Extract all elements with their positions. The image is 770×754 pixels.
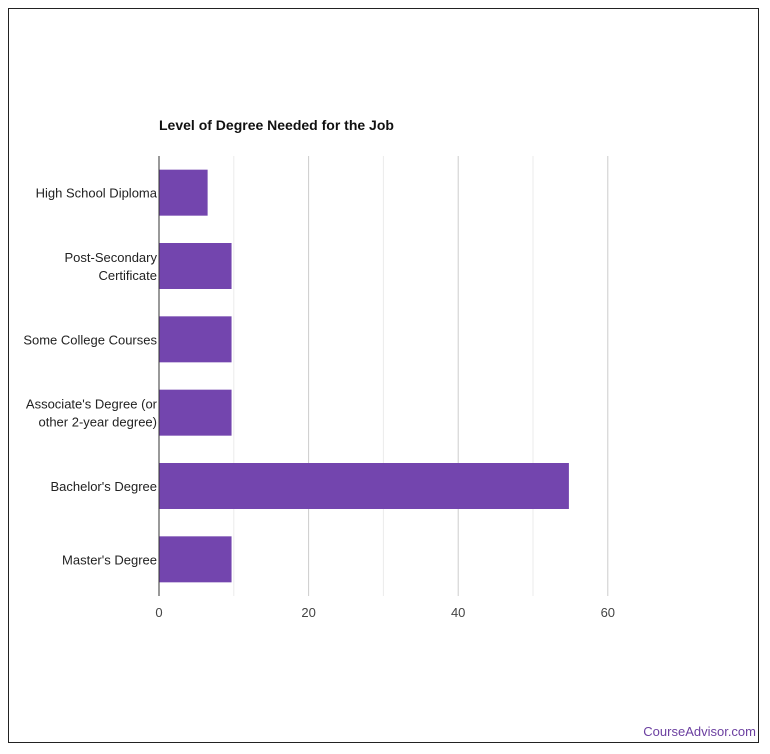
category-label: Master's Degree [62, 552, 157, 567]
bar [159, 463, 569, 509]
category-label: Associate's Degree (or other 2-year degre… [26, 397, 158, 430]
category-label: Bachelor's Degree [50, 479, 157, 494]
bar [159, 536, 232, 583]
bar [159, 316, 232, 363]
courseadvisor-credit-link[interactable]: CourseAdvisor.com [643, 724, 756, 739]
chart-title: Level of Degree Needed for the Job [159, 117, 394, 133]
x-tick-label: 40 [451, 605, 465, 620]
category-label: High School Diploma [36, 186, 158, 201]
category-labels: High School Diploma Post-Secondary Certifi… [23, 186, 157, 568]
bar [159, 169, 208, 216]
bar [159, 389, 232, 436]
tick-labels: 0 20 40 60 [155, 605, 615, 620]
x-tick-label: 60 [601, 605, 615, 620]
bars [159, 169, 569, 583]
bar [159, 243, 232, 289]
category-label: Post-Secondary Certificate [65, 250, 158, 283]
category-label: Some College Courses [23, 332, 157, 347]
x-tick-label: 20 [301, 605, 315, 620]
gridlines [233, 156, 609, 596]
x-tick-label: 0 [155, 605, 162, 620]
